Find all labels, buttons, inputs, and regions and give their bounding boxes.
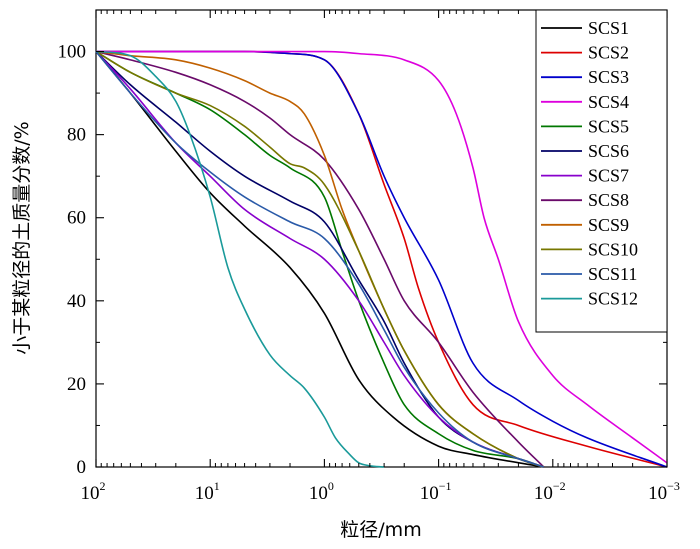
series-line-scs5 (95, 50, 545, 468)
series-line-scs7 (95, 51, 545, 468)
series-line-scs6 (95, 50, 545, 468)
legend-item-scs7: SCS7 (541, 166, 629, 186)
x-tick-label: 10−3 (648, 479, 680, 504)
x-tick-exponent: −2 (553, 479, 566, 493)
series-line-scs12 (95, 50, 385, 468)
legend-item-scs4: SCS4 (541, 92, 629, 112)
y-axis: 0 20 40 60 80 100 (58, 42, 667, 478)
y-tick-label: 60 (67, 208, 86, 229)
y-tick-label: 100 (58, 42, 87, 63)
legend-item-scs10: SCS10 (541, 239, 638, 259)
x-tick-base: 10 (648, 483, 667, 504)
legend-label: SCS10 (588, 239, 638, 259)
legend-label: SCS4 (588, 92, 629, 112)
x-tick-base: 10 (81, 483, 100, 504)
x-tick-base: 10 (309, 483, 328, 504)
y-tick-label: 0 (77, 457, 87, 478)
legend-item-scs2: SCS2 (541, 43, 629, 63)
series-line-scs9 (95, 50, 545, 468)
legend-label: SCS11 (588, 264, 637, 284)
series-line-scs11 (95, 51, 545, 468)
legend-item-scs5: SCS5 (541, 116, 629, 136)
x-tick-exponent: −3 (667, 479, 680, 493)
x-axis-title: 粒径/mm (340, 519, 421, 541)
legend: SCS1 SCS2 SCS3 SCS4 SCS5 SCS6 SCS7 SCS8 SCS9 SCS1… (535, 9, 668, 333)
x-tick-exponent: −1 (439, 479, 452, 493)
series-line-scs10 (95, 50, 545, 468)
x-tick-label: 10−2 (534, 479, 566, 504)
series-line-scs8 (95, 50, 545, 468)
legend-item-scs12: SCS12 (541, 289, 638, 309)
legend-label: SCS6 (588, 141, 629, 161)
y-tick-label: 80 (67, 125, 86, 146)
x-tick-label: 102 (81, 479, 106, 504)
legend-label: SCS12 (588, 289, 638, 309)
legend-item-scs8: SCS8 (541, 190, 629, 210)
x-tick-exponent: 2 (100, 479, 106, 493)
legend-item-scs9: SCS9 (541, 215, 629, 235)
legend-item-scs11: SCS11 (541, 264, 637, 284)
x-tick-label: 101 (195, 479, 220, 504)
x-tick-base: 10 (420, 483, 439, 504)
series-line-scs1 (95, 51, 544, 468)
curves-group (95, 50, 668, 468)
x-tick-base: 10 (195, 483, 214, 504)
legend-label: SCS5 (588, 116, 629, 136)
y-axis-title: 小于某粒径的土质量分数/% (11, 121, 33, 354)
legend-label: SCS7 (588, 166, 629, 186)
legend-label: SCS3 (588, 67, 629, 87)
y-tick-label: 20 (67, 374, 86, 395)
y-tick-label: 40 (67, 291, 86, 312)
series-line-scs4 (95, 50, 668, 464)
x-tick-exponent: 1 (214, 479, 220, 493)
legend-label: SCS8 (588, 190, 629, 210)
legend-label: SCS2 (588, 43, 629, 63)
legend-items: SCS1 SCS2 SCS3 SCS4 SCS5 SCS6 SCS7 SCS8 SCS9 SCS1… (541, 18, 638, 309)
legend-box (535, 9, 668, 333)
legend-item-scs6: SCS6 (541, 141, 629, 161)
legend-label: SCS9 (588, 215, 629, 235)
x-tick-exponent: 0 (328, 479, 334, 493)
x-tick-label: 10−1 (420, 479, 452, 504)
x-tick-label: 100 (309, 479, 334, 504)
x-tick-base: 10 (534, 483, 553, 504)
legend-item-scs3: SCS3 (541, 67, 629, 87)
legend-label: SCS1 (588, 18, 629, 38)
legend-item-scs1: SCS1 (541, 18, 629, 38)
